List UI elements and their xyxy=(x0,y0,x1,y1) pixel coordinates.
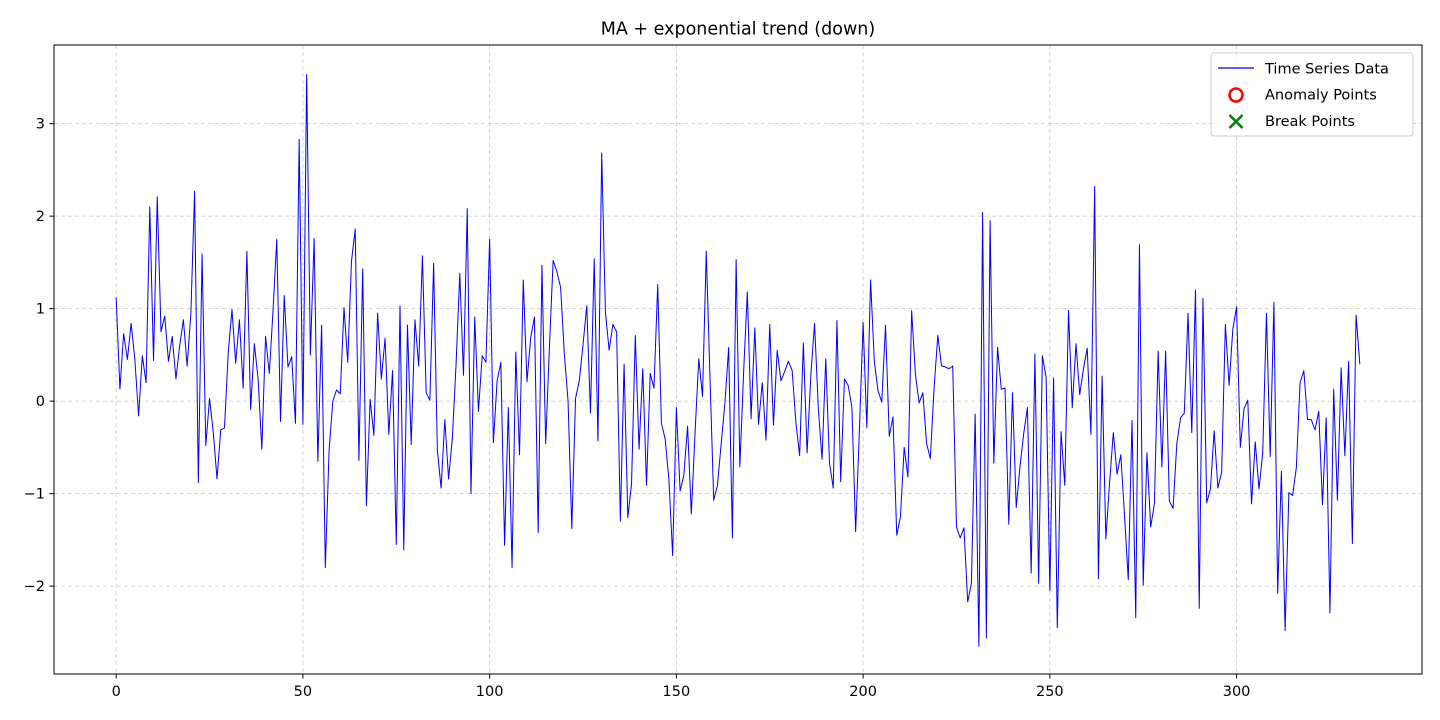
y-tick-label: 0 xyxy=(36,394,45,410)
legend-x-swatch xyxy=(1228,114,1244,129)
y-tick-label: 2 xyxy=(36,209,45,225)
x-tick-label: 300 xyxy=(1223,684,1251,700)
legend-label-break-points: Break Points xyxy=(1265,114,1355,130)
y-tick-label: −1 xyxy=(24,487,45,503)
legend-circle-swatch xyxy=(1228,87,1244,103)
series-layer xyxy=(115,74,1361,647)
legend-label-time-series: Time Series Data xyxy=(1264,62,1389,78)
legend: Time Series Data Anomaly Points Break Po… xyxy=(1210,52,1414,137)
legend-box xyxy=(1210,52,1414,137)
y-tick-label: 1 xyxy=(36,302,45,318)
plot-frame xyxy=(53,44,1423,675)
x-tick-label: 150 xyxy=(663,684,691,700)
chart-title: MA + exponential trend (down) xyxy=(601,20,875,40)
x-tick-label: 200 xyxy=(849,684,877,700)
series-line-time-series-data xyxy=(115,74,1361,647)
axis-ticks: 0 50 100 150 200 250 300 −2 −1 0 1 2 3 xyxy=(24,117,1251,700)
y-tick-label: −2 xyxy=(24,579,45,595)
grid xyxy=(54,45,1422,674)
x-tick-label: 250 xyxy=(1036,684,1064,700)
x-tick-label: 100 xyxy=(476,684,504,700)
x-tick-label: 50 xyxy=(294,684,312,700)
legend-label-anomaly-points: Anomaly Points xyxy=(1265,88,1377,104)
x-tick-label: 0 xyxy=(112,684,121,700)
y-tick-label: 3 xyxy=(36,117,45,133)
